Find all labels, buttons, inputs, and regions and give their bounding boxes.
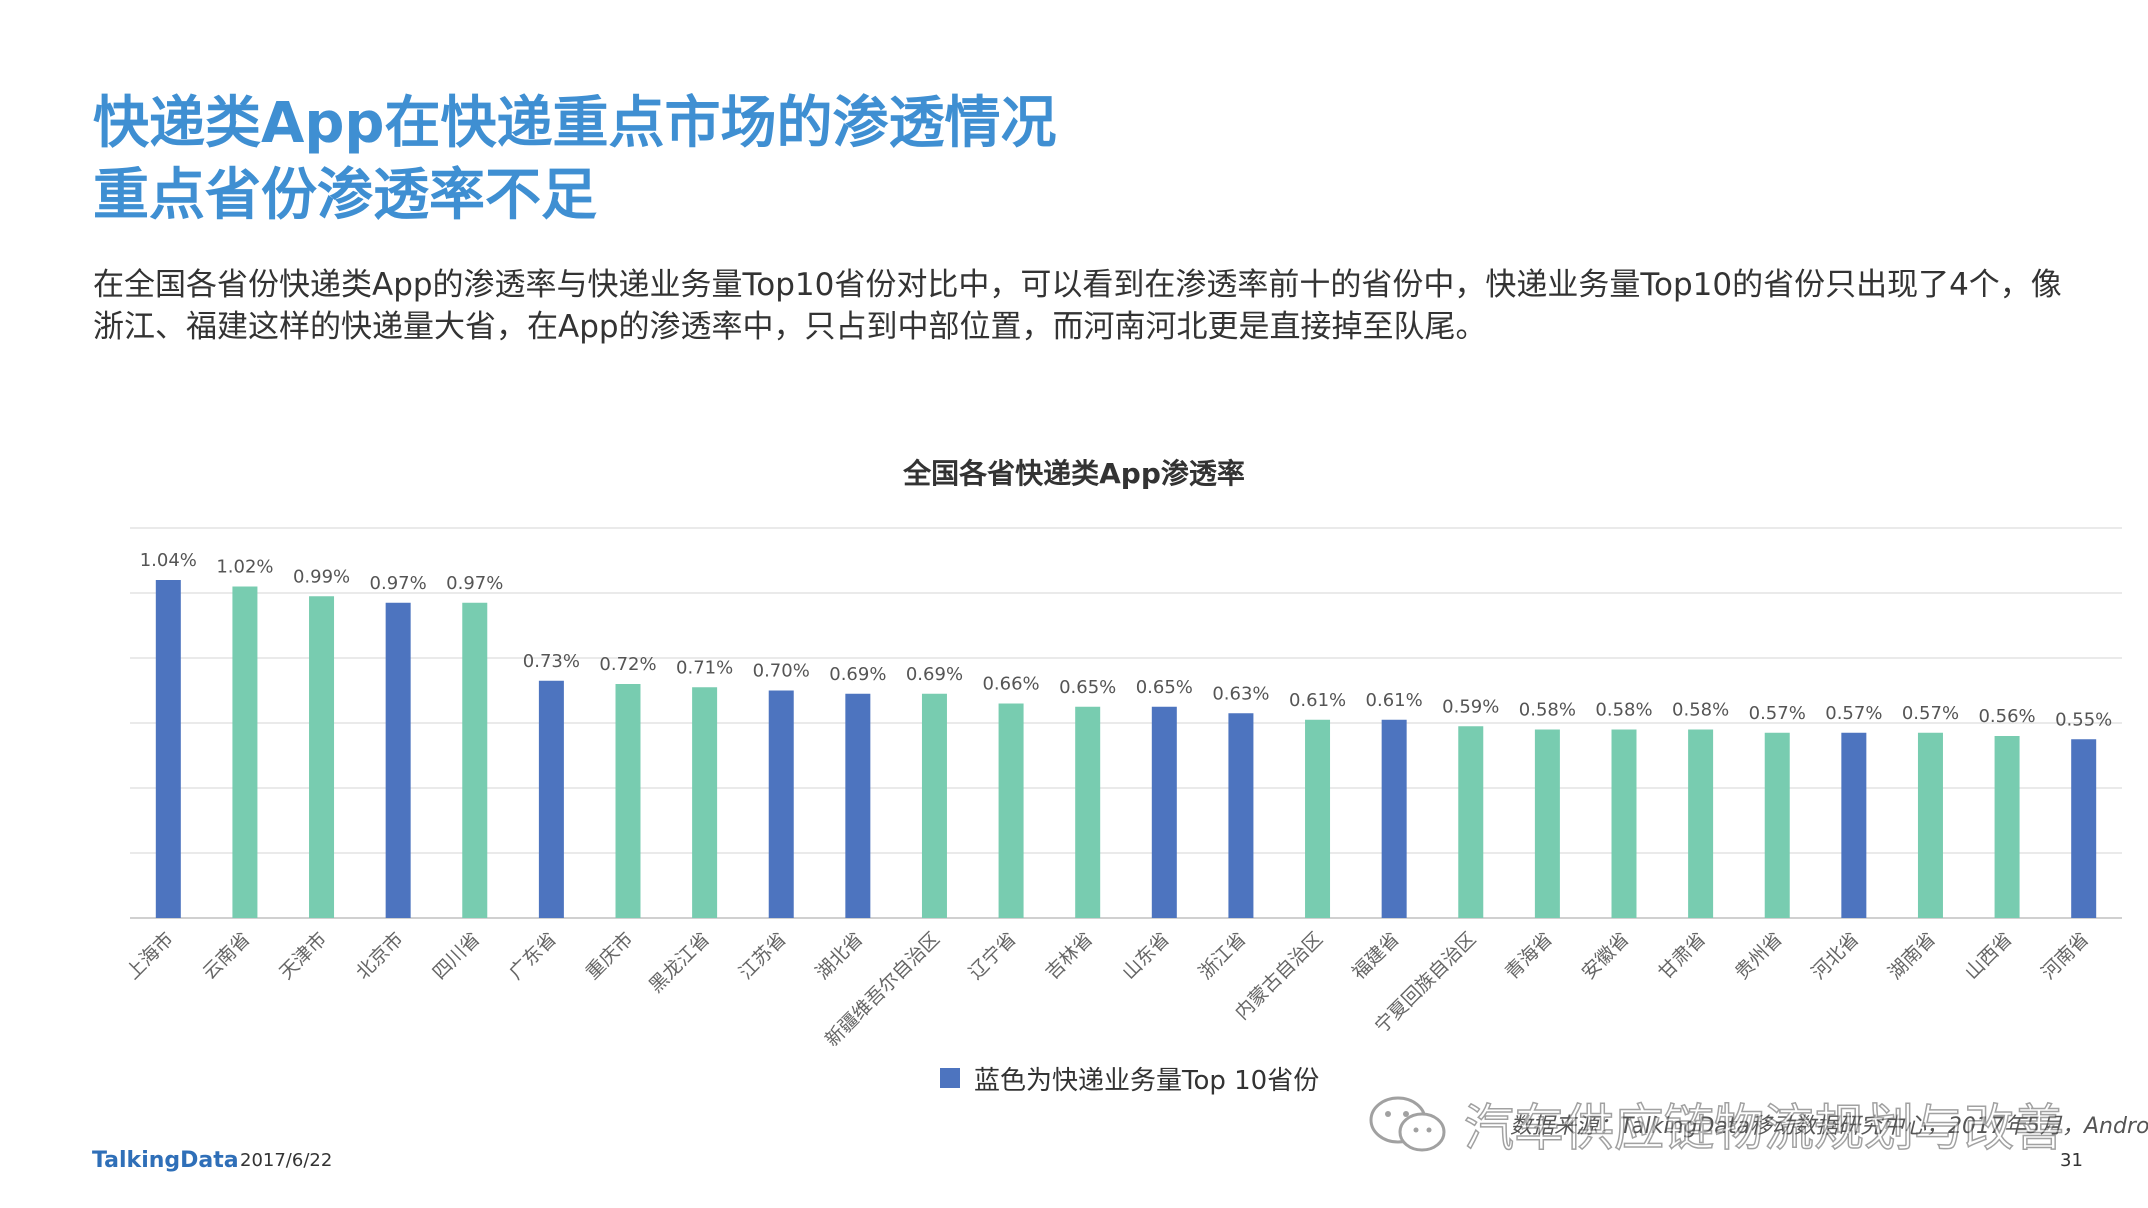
x-tick-label: 天津市: [275, 928, 331, 984]
bar: [1458, 726, 1484, 918]
bar: [1305, 719, 1331, 918]
chart-title: 全国各省快递类App渗透率: [903, 457, 1245, 490]
data-label: 0.58%: [1672, 700, 1729, 721]
bar: [2071, 739, 2097, 918]
data-label: 0.97%: [446, 573, 503, 594]
bar: [1994, 736, 2020, 918]
bar: [845, 693, 871, 918]
x-tick-label: 安徽省: [1578, 928, 1634, 984]
data-label: 0.97%: [370, 573, 427, 594]
watermark-text: 汽车供应链物流规划与改善: [1463, 1098, 2065, 1158]
x-tick-label: 甘肃省: [1654, 928, 1710, 984]
legend-swatch: [940, 1068, 960, 1088]
data-label: 0.72%: [599, 654, 656, 675]
x-tick-label: 湖南省: [1884, 928, 1940, 984]
bar: [1151, 706, 1177, 918]
legend-label: 蓝色为快递业务量Top 10省份: [974, 1065, 1320, 1096]
description-text: 在全国各省份快递类App的渗透率与快递业务量Top10省份对比中，可以看到在渗透…: [93, 267, 2062, 345]
x-tick-label: 山东省: [1118, 928, 1174, 984]
bar: [232, 586, 258, 918]
x-tick-label: 福建省: [1348, 928, 1404, 984]
x-tick-label: 黑龙江省: [645, 928, 714, 997]
bar: [462, 602, 488, 918]
wechat-icon: [1369, 1096, 1446, 1152]
watermark: 汽车供应链物流规划与改善: [1366, 1088, 2065, 1160]
x-tick-label: 贵州省: [1731, 928, 1787, 984]
x-tick-label: 北京市: [352, 928, 408, 984]
bar: [1381, 719, 1407, 918]
x-tick-label: 山西省: [1961, 928, 2017, 984]
bar: [1611, 729, 1637, 918]
bar: [998, 703, 1024, 918]
data-label: 0.56%: [1978, 706, 2035, 727]
x-tick-label: 云南省: [199, 928, 255, 984]
x-tick-label: 重庆市: [582, 928, 638, 984]
data-label: 0.58%: [1519, 700, 1576, 721]
data-label: 0.69%: [906, 664, 963, 685]
bar: [385, 602, 411, 918]
data-label: 0.59%: [1442, 696, 1499, 717]
x-tick-label: 湖北省: [812, 928, 868, 984]
data-label: 0.61%: [1366, 690, 1423, 711]
data-label: 0.65%: [1059, 677, 1116, 698]
x-tick-label: 江苏省: [735, 928, 791, 984]
bar: [692, 687, 718, 918]
data-label: 0.57%: [1749, 703, 1806, 724]
data-label: 1.02%: [216, 557, 273, 578]
bar: [1075, 706, 1101, 918]
title-block: 快递类App在快递重点市场的渗透情况 重点省份渗透率不足: [93, 88, 1057, 232]
data-label: 0.70%: [753, 661, 810, 682]
x-tick-label: 上海市: [122, 928, 178, 984]
x-tick-label: 四川省: [428, 928, 484, 984]
x-tick-label: 广东省: [505, 928, 561, 984]
bar: [921, 693, 947, 918]
x-tick-label: 河北省: [1808, 928, 1864, 984]
data-label: 0.55%: [2055, 709, 2112, 730]
page-subtitle: 重点省份渗透率不足: [93, 163, 597, 228]
data-label: 0.66%: [982, 674, 1039, 695]
data-label: 0.63%: [1212, 683, 1269, 704]
x-tick-label: 河南省: [2037, 928, 2093, 984]
data-label: 0.69%: [829, 664, 886, 685]
data-label: 0.61%: [1289, 690, 1346, 711]
bar: [155, 580, 181, 918]
data-label: 0.58%: [1595, 700, 1652, 721]
x-tick-label: 辽宁省: [965, 928, 1021, 984]
x-tick-label: 浙江省: [1195, 928, 1251, 984]
bar: [1228, 713, 1254, 918]
bar: [1688, 729, 1714, 918]
page-number: 31: [2060, 1150, 2083, 1171]
bar: [1841, 732, 1867, 918]
x-tick-label: 青海省: [1501, 928, 1557, 984]
bar: [615, 684, 641, 918]
data-label: 1.04%: [140, 550, 197, 571]
bar: [538, 680, 564, 918]
data-label: 0.71%: [676, 657, 733, 678]
bar: [768, 690, 794, 918]
data-label: 0.57%: [1825, 703, 1882, 724]
source-note: 数据来源：TalkingData移动数据研究中心，2017年5月，Android…: [1510, 1114, 2148, 1139]
data-label: 0.65%: [1136, 677, 1193, 698]
bar: [1534, 729, 1560, 918]
brand-logo: TalkingData: [92, 1148, 239, 1173]
data-label: 0.57%: [1902, 703, 1959, 724]
footer-date: 2017/6/22: [240, 1150, 333, 1171]
data-label: 0.73%: [523, 651, 580, 672]
bar: [309, 596, 335, 918]
data-label: 0.99%: [293, 566, 350, 587]
bar: [1764, 732, 1790, 918]
bar: [1917, 732, 1943, 918]
page-title: 快递类App在快递重点市场的渗透情况: [93, 91, 1057, 156]
chart-legend: 蓝色为快递业务量Top 10省份: [940, 1060, 1319, 1096]
x-tick-label: 吉林省: [1041, 928, 1097, 984]
